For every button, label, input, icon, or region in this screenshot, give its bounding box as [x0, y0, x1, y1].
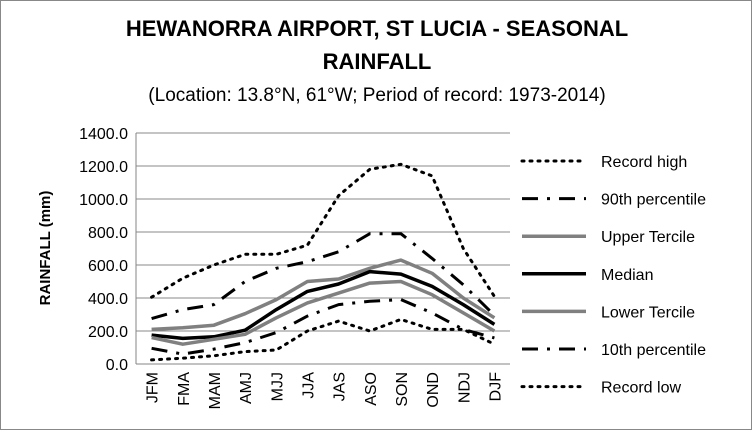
legend-label: 90th percentile [601, 192, 706, 209]
chart-subtitle: (Location: 13.8°N, 61°W; Period of recor… [148, 85, 605, 106]
series-line-record-high [150, 162, 496, 299]
y-tick-label: 1200.0 [79, 159, 128, 176]
chart-title-line2: RAINFALL [323, 49, 432, 74]
series-line-median [151, 269, 496, 341]
y-tick-label: 600.0 [88, 258, 128, 275]
x-tick-label: JJA [300, 372, 317, 399]
x-tick-label: OND [425, 372, 442, 408]
series-line-upper-tercile [151, 258, 496, 332]
y-tick-label: 1400.0 [79, 126, 128, 143]
legend-label: Median [601, 267, 653, 284]
x-tick-label: ASO [363, 372, 380, 406]
x-tick-label: JAS [332, 372, 349, 401]
legend-label: Record low [601, 380, 681, 397]
x-tick-label: SON [394, 372, 411, 407]
legend-label: Record high [601, 154, 687, 171]
y-tick-label: 400.0 [88, 291, 128, 308]
y-tick-label: 200.0 [88, 324, 128, 341]
x-tick-label: JFM [145, 372, 162, 403]
y-tick-label: 800.0 [88, 225, 128, 242]
y-axis-label: RAINFALL (mm) [37, 191, 54, 306]
legend-label: Lower Tercile [601, 304, 695, 321]
chart-title-line1: HEWANORRA AIRPORT, ST LUCIA - SEASONAL [126, 16, 628, 41]
x-tick-label: NDJ [456, 372, 473, 403]
series-line-record-low [150, 317, 496, 362]
legend-label: Upper Tercile [601, 229, 695, 246]
series-line-10th-percentile [151, 298, 495, 356]
y-tick-label: 0.0 [106, 357, 128, 374]
x-tick-label: FMA [176, 372, 193, 406]
x-tick-label: MAM [207, 372, 224, 409]
x-tick-label: DJF [487, 372, 504, 402]
x-tick-label: MJJ [269, 372, 286, 401]
legend-label: 10th percentile [601, 342, 706, 359]
x-tick-label: AMJ [238, 372, 255, 404]
series-line-lower-tercile [151, 279, 496, 346]
y-tick-label: 1000.0 [79, 192, 128, 209]
